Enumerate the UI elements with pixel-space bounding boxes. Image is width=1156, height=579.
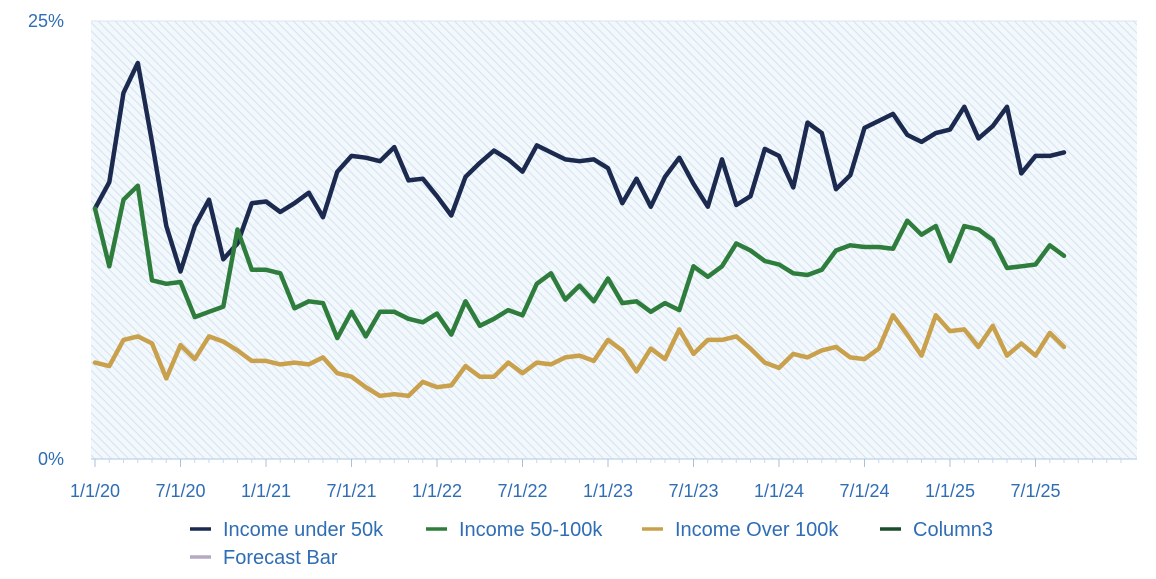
x-tick-label: 7/1/21 bbox=[326, 481, 376, 501]
x-tick-label: 7/1/23 bbox=[668, 481, 718, 501]
series-line-income-50-100k bbox=[92, 183, 1067, 341]
legend-item-income-under-50k[interactable]: Income under 50k bbox=[190, 519, 384, 541]
x-tick-label: 7/1/22 bbox=[497, 481, 547, 501]
legend: Income under 50k Income 50-100k Income Ove… bbox=[190, 519, 993, 569]
x-tick-label: 1/1/23 bbox=[583, 481, 633, 501]
x-tick-label: 7/1/25 bbox=[1010, 481, 1060, 501]
plot-area bbox=[91, 21, 1137, 459]
legend-label: Income under 50k bbox=[223, 519, 384, 541]
x-tick-label: 1/1/20 bbox=[70, 481, 120, 501]
x-tick-label: 1/1/25 bbox=[925, 481, 975, 501]
legend-label: Column3 bbox=[913, 519, 993, 541]
series-line-income-under-50k bbox=[92, 60, 1067, 274]
legend-item-income-over-100k[interactable]: Income Over 100k bbox=[642, 519, 839, 541]
y-axis-ticks: 0% 25% bbox=[28, 11, 64, 469]
x-tick-label: 7/1/20 bbox=[155, 481, 205, 501]
legend-item-forecast-bar[interactable]: Forecast Bar bbox=[190, 547, 338, 569]
legend-item-income-50-100k[interactable]: Income 50-100k bbox=[426, 519, 603, 541]
legend-label: Income Over 100k bbox=[675, 519, 839, 541]
x-tick-label: 1/1/21 bbox=[241, 481, 291, 501]
y-tick-label: 25% bbox=[28, 11, 64, 31]
series-line-income-over-100k bbox=[92, 313, 1067, 399]
x-tick-label: 1/1/22 bbox=[412, 481, 462, 501]
legend-label: Income 50-100k bbox=[459, 519, 603, 541]
x-tick-label: 7/1/24 bbox=[839, 481, 889, 501]
x-axis-ticks: 1/1/20 7/1/20 1/1/21 7/1/21 1/1/22 7/1/22 1/1/… bbox=[70, 459, 1061, 501]
legend-item-column3[interactable]: Column3 bbox=[880, 519, 993, 541]
legend-label: Forecast Bar bbox=[223, 547, 338, 569]
series-lines bbox=[92, 60, 1067, 399]
x-tick-label: 1/1/24 bbox=[754, 481, 804, 501]
y-tick-label: 0% bbox=[38, 449, 64, 469]
